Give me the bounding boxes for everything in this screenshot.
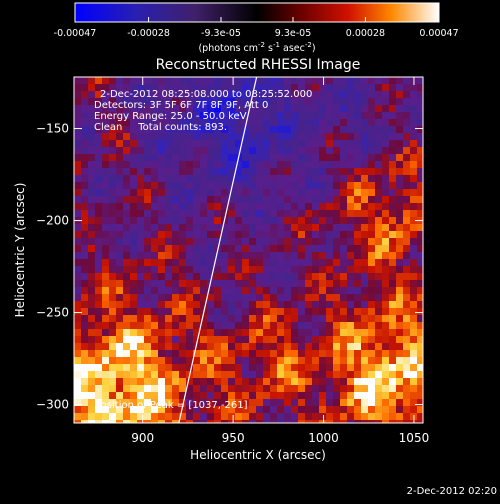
y-tick-label: −300 [36,398,69,412]
colorbar: -0.00047 -0.00028 -9.3e-05 9.3e-05 0.00028 0.… [54,2,459,54]
colorbar-gradient [74,2,440,23]
footer-timestamp: 2-Dec-2012 02:20 [407,486,497,497]
x-tick-label: 1000 [308,431,339,445]
chart-title: Reconstructed RHESSI Image [156,57,361,73]
annotation-counts: Clean Total counts: 893. [94,122,227,133]
image-plot-area: 900 950 1000 1050 −300 −250 −200 −150 [36,76,430,445]
colorbar-label: (photons cm-2 s-1 asec-2) [198,41,315,54]
x-tick-label: 900 [131,431,154,445]
y-tick-label: −200 [36,214,69,228]
x-tick-label: 1050 [399,431,430,445]
annotation-time-range: 2-Dec-2012 08:25:08.000 to 08:25:52.000 [100,89,312,100]
colorbar-tick-label: -9.3e-05 [201,28,241,39]
colorbar-tick-label: 9.3e-05 [275,28,311,39]
colorbar-tick-label: -0.00028 [127,28,170,39]
heatmap-pixels [74,77,423,423]
annotation-detectors: Detectors: 3F 5F 6F 7F 8F 9F, Att 0 [94,100,268,111]
y-tick-label: −250 [36,306,69,320]
colorbar-tick-label: 0.00028 [346,28,385,39]
plot-frame [73,76,424,424]
y-tick-label: −150 [36,122,69,136]
solar-limb-line [178,77,258,423]
x-tick-label: 950 [222,431,245,445]
x-axis-label: Heliocentric X (arcsec) [190,448,326,462]
annotation-energy-range: Energy Range: 25.0 - 50.0 keV [94,111,247,122]
colorbar-tick-label: -0.00047 [54,28,97,39]
annotation-peak-position: Position of Peak = [1037,-261] [95,400,248,411]
colorbar-tick-label: 0.00047 [419,28,458,39]
y-axis-label: Heliocentric Y (arcsec) [13,183,27,318]
